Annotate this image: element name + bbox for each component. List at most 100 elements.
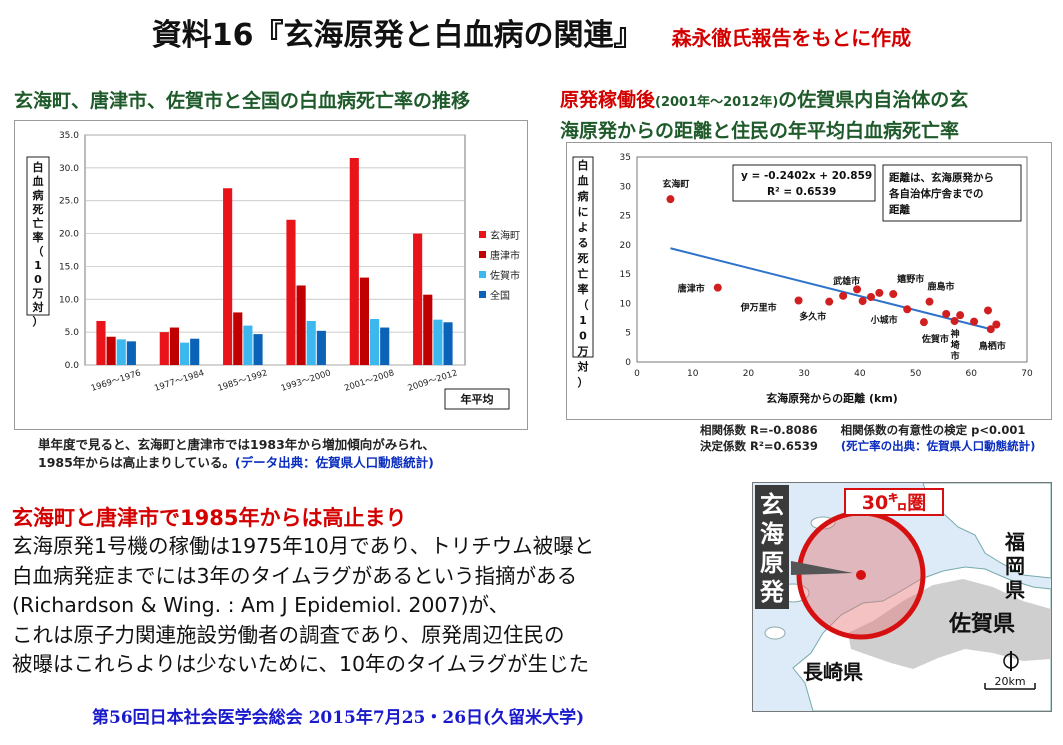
y-axis-label-char: 1 bbox=[579, 314, 587, 327]
bar bbox=[423, 294, 433, 365]
data-point bbox=[950, 317, 959, 325]
point-label: 武雄市 bbox=[833, 275, 860, 287]
data-point bbox=[825, 297, 834, 306]
y-tick-label: 15.0 bbox=[59, 262, 79, 272]
data-point bbox=[666, 195, 675, 204]
y-tick-label: 30 bbox=[620, 182, 632, 192]
point-label-char: 神 bbox=[951, 328, 960, 340]
x-axis-label: 玄海原発からの距離 (km) bbox=[766, 391, 898, 405]
heading-highlight: 原発稼働後 bbox=[560, 89, 656, 111]
y-axis-label-char: ） bbox=[578, 376, 589, 389]
title-main: 資料16『玄海原発と白血病の関連』 bbox=[151, 18, 644, 53]
point-label: 鳥栖市 bbox=[979, 340, 1006, 352]
plant-label-char: 玄 bbox=[760, 491, 784, 519]
body-line-1: 玄海原発1号機の稼働は1975年10月であり、トリチウム被曝と bbox=[12, 534, 595, 558]
x-tick-label: 0 bbox=[634, 369, 640, 379]
bar bbox=[253, 334, 263, 365]
data-point bbox=[992, 320, 1001, 329]
legend-swatch bbox=[479, 291, 486, 298]
x-axis-label-box bbox=[444, 388, 510, 410]
y-axis-label-char: 亡 bbox=[578, 267, 589, 281]
y-axis-label-char: 血 bbox=[33, 174, 44, 188]
point-label: 多久市 bbox=[799, 311, 826, 323]
radius-label-box bbox=[844, 488, 944, 516]
y-axis-label-char: る bbox=[578, 237, 589, 250]
bar bbox=[159, 332, 169, 365]
bar bbox=[413, 233, 423, 365]
bar bbox=[169, 327, 179, 365]
bar-chart: 0.0 5.0 10.0 15.0 20.0 25.0 30.0 35.0 白血病死亡率（10万… bbox=[26, 131, 520, 410]
bar bbox=[126, 341, 136, 365]
legend-label: 玄海町 bbox=[490, 229, 520, 242]
point-label: 鹿島市 bbox=[927, 281, 955, 293]
y-tick-label: 10.0 bbox=[59, 295, 79, 305]
x-tick-label: 40 bbox=[854, 369, 866, 379]
r2-label: R² = 0.6539 bbox=[767, 186, 836, 198]
right-chart-heading: 原発稼働後(2001年～2012年)の佐賀県内自治体の玄 海原発からの距離と住民… bbox=[560, 86, 1060, 145]
y-axis-label-char: 万 bbox=[32, 287, 44, 300]
title-sub: 森永徹氏報告をもとに作成 bbox=[671, 26, 912, 50]
bar-chart-note: 単年度で見ると、玄海町と唐津市では1983年から増加傾向がみられ、 1985年か… bbox=[38, 436, 435, 472]
bar bbox=[106, 336, 116, 365]
y-tick-label: 5.0 bbox=[65, 328, 80, 338]
x-tick-label: 1985～1992 bbox=[217, 368, 269, 394]
y-axis-label-char: 対 bbox=[577, 360, 589, 374]
stats-sig: 相関係数の有意性の検定 p<0.001 bbox=[840, 423, 1026, 437]
legend-label: 佐賀市 bbox=[490, 269, 520, 282]
body-line-3: (Richardson & Wing. : Am J Epidemiol. 20… bbox=[12, 593, 510, 617]
y-axis-label-char: （ bbox=[578, 299, 589, 312]
y-axis-label-char: 白 bbox=[578, 158, 589, 172]
y-axis-label-char: に bbox=[578, 206, 589, 219]
y-tick-label: 35.0 bbox=[59, 131, 79, 141]
body-line-5: 被曝はこれらよりは少ないために、10年のタイムラグが生じた bbox=[12, 652, 590, 676]
stats-block: 相関係数 R=-0.8086 相関係数の有意性の検定 p<0.001 決定係数 … bbox=[700, 422, 1035, 454]
y-axis-label-char: 血 bbox=[578, 174, 589, 188]
data-point bbox=[984, 306, 992, 315]
map-saga-prefecture bbox=[848, 579, 1051, 669]
x-tick-label: 1969～1976 bbox=[90, 368, 142, 394]
stats-r: 相関係数 R=-0.8086 bbox=[700, 423, 818, 437]
y-axis-label-char: 病 bbox=[578, 189, 589, 203]
y-axis-label-char: 死 bbox=[33, 203, 44, 216]
heading-rest: の佐賀県内自治体の玄 bbox=[778, 89, 969, 111]
x-tick-label: 60 bbox=[966, 369, 978, 379]
data-point bbox=[986, 325, 995, 334]
y-axis-label-char: 0 bbox=[579, 330, 587, 343]
data-point bbox=[942, 309, 951, 318]
x-tick-label: 50 bbox=[910, 369, 922, 379]
trendline bbox=[670, 247, 994, 331]
y-tick-label: 20.0 bbox=[59, 230, 79, 240]
x-tick-label: 30 bbox=[798, 369, 810, 379]
left-chart-heading: 玄海町、唐津市、佐賀市と全国の白血病死亡率の推移 bbox=[14, 90, 471, 112]
scatter-chart-frame: 0 5 10 15 20 25 30 35 0 10 20 30 40 50 60 70 白血病による死亡率（1… bbox=[566, 142, 1052, 420]
data-point bbox=[858, 297, 867, 306]
point-label-char: 市 bbox=[951, 350, 960, 362]
genkai-map: 玄 海 原 発 30㌔圏 福岡県 佐賀県 長崎県 20km bbox=[752, 482, 1052, 712]
y-axis-label-char: ） bbox=[33, 315, 44, 328]
bar bbox=[296, 285, 306, 365]
legend-swatch bbox=[479, 231, 486, 238]
y-axis-label-char: 白 bbox=[33, 160, 44, 174]
legend-swatch bbox=[479, 271, 486, 278]
y-tick-label: 25 bbox=[620, 212, 631, 222]
x-tick-label: 1993～2000 bbox=[280, 368, 332, 394]
body-line-4: これは原子力関連施設労働者の調査であり、原発周辺住民の bbox=[12, 622, 565, 647]
annotation-line: 各自治体庁舎までの bbox=[888, 187, 984, 200]
y-tick-label: 25.0 bbox=[59, 197, 79, 207]
y-axis-label-char: （ bbox=[33, 245, 44, 258]
stats-r2: 決定係数 R²=0.6539 bbox=[700, 439, 818, 453]
plant-label-char: 海 bbox=[760, 520, 784, 548]
y-axis-label-char: よ bbox=[578, 221, 589, 234]
bar bbox=[190, 338, 200, 365]
x-tick-label: 1977～1984 bbox=[153, 368, 205, 394]
y-axis-label-char: 万 bbox=[577, 345, 589, 358]
point-label: 佐賀市 bbox=[921, 333, 949, 345]
data-point bbox=[925, 297, 934, 306]
plant-label-bg bbox=[755, 485, 789, 609]
bar-chart-frame: 0.0 5.0 10.0 15.0 20.0 25.0 30.0 35.0 白血病死亡率（1 0 万… bbox=[14, 120, 528, 430]
plant-label-char: 原 bbox=[760, 549, 784, 577]
bar bbox=[359, 277, 369, 365]
y-axis-label-box bbox=[26, 156, 50, 316]
y-tick-label: 10 bbox=[620, 299, 632, 309]
body-line-2: 白血病発症までには3年のタイムラグがあるという指摘がある bbox=[12, 563, 578, 588]
